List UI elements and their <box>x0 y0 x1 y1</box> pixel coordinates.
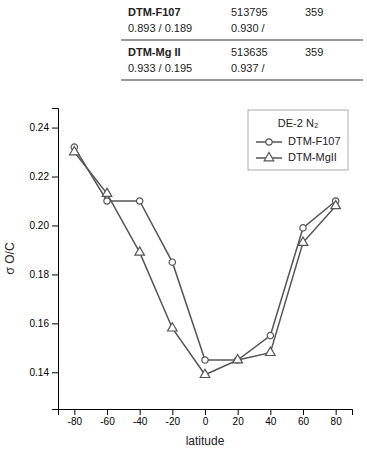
legend-item: DTM-F107 <box>256 135 341 147</box>
tick-mark <box>52 225 58 226</box>
tick: 0.24 <box>30 122 58 133</box>
tick-label: 0.16 <box>30 318 50 329</box>
tick-label: 0.22 <box>30 171 50 182</box>
point <box>169 259 175 265</box>
tick-label: 40 <box>265 416 277 427</box>
series-line <box>74 147 335 360</box>
tick-mark <box>238 409 239 415</box>
table-divider <box>121 40 363 41</box>
tick: 80 <box>331 409 343 427</box>
tick-label: 20 <box>233 416 245 427</box>
legend-label: DTM-MgII <box>288 151 337 163</box>
y-axis-title: σ O/C <box>3 242 17 274</box>
annotation: 513635 <box>231 46 268 58</box>
x-axis: -80 -60 -40 -20 0 20 40 60 80 <box>59 409 353 427</box>
legend-marker <box>266 139 272 145</box>
point <box>300 225 306 231</box>
annotation: 0.893 / 0.189 <box>128 22 192 34</box>
series-line <box>74 152 335 375</box>
y-axis: 0.14 0.16 0.18 0.20 0.22 0.24 <box>30 109 59 410</box>
annotation: 359 <box>305 46 323 58</box>
tick-mark <box>336 409 337 415</box>
tick-mark <box>52 177 58 178</box>
tick: 40 <box>265 409 277 427</box>
tick: -60 <box>100 409 115 427</box>
tick: 0.20 <box>30 220 58 231</box>
tick-label: -60 <box>100 416 115 427</box>
tick-label: 0.20 <box>30 220 50 231</box>
tick-mark <box>52 323 58 324</box>
legend-marker <box>264 152 274 160</box>
annotation: 0.930 / <box>231 22 266 34</box>
legend-label: DTM-F107 <box>288 135 341 147</box>
tick-label: 0.24 <box>30 122 50 133</box>
tick: 0.18 <box>30 269 58 280</box>
tick-label: 60 <box>298 416 310 427</box>
tick: -20 <box>166 409 181 427</box>
legend-item: DTM-MgII <box>256 151 337 163</box>
tick-label: 0.14 <box>30 367 50 378</box>
tick: -80 <box>68 409 83 427</box>
annotation: 513795 <box>231 6 268 18</box>
tick-label: 0 <box>203 416 209 427</box>
table-divider <box>121 80 363 81</box>
point <box>168 323 178 331</box>
point <box>266 347 276 355</box>
annotation: DTM-F107 <box>128 6 181 18</box>
plot: -80 -60 -40 -20 0 20 40 60 80 0.14 0.16 0.18 0.20 0.2… <box>3 109 353 449</box>
point <box>70 146 80 154</box>
axis-line <box>52 109 59 410</box>
tick-label: -80 <box>68 416 83 427</box>
tick-label: 0.18 <box>30 269 50 280</box>
tick-label: -20 <box>166 416 181 427</box>
tick-mark <box>52 128 58 129</box>
tick: 60 <box>298 409 310 427</box>
tick: 0 <box>203 409 209 427</box>
legend-box <box>248 110 348 170</box>
tick-mark <box>303 409 304 415</box>
tick-mark <box>205 409 206 415</box>
annotation: 0.933 / 0.195 <box>128 62 192 74</box>
annotation: 0.937 / <box>231 62 266 74</box>
annotation-table: DTM-F107 513795 359 0.893 / 0.189 0.930 / DTM… <box>121 6 363 80</box>
point <box>267 332 273 338</box>
tick-mark <box>52 372 58 373</box>
point <box>135 247 145 255</box>
tick: -40 <box>133 409 148 427</box>
point <box>331 200 341 208</box>
point <box>200 369 210 377</box>
annotation: 359 <box>305 6 323 18</box>
x-axis-title: latitude <box>186 434 225 448</box>
point <box>233 355 243 363</box>
point <box>102 188 112 196</box>
legend-title: DE-2 N₂ <box>278 117 318 129</box>
annotation: DTM-Mg II <box>128 46 181 58</box>
tick-mark <box>270 409 271 415</box>
tick-mark <box>172 409 173 415</box>
legend: DE-2 N₂ DTM-F107 DTM-MgII <box>248 110 348 170</box>
point <box>298 237 308 245</box>
tick-label: 80 <box>331 416 343 427</box>
tick: 0.16 <box>30 318 58 329</box>
series-group <box>70 144 341 378</box>
tick: 20 <box>233 409 245 427</box>
tick-mark <box>52 274 58 275</box>
point <box>136 198 142 204</box>
axis-line <box>59 410 353 416</box>
chart: DTM-F107 513795 359 0.893 / 0.189 0.930 / DTM… <box>0 0 367 455</box>
tick: 0.22 <box>30 171 58 182</box>
tick: 0.14 <box>30 367 58 378</box>
point <box>202 357 208 363</box>
tick-mark <box>107 409 108 415</box>
tick-mark <box>74 409 75 415</box>
tick-mark <box>140 409 141 415</box>
tick-label: -40 <box>133 416 148 427</box>
